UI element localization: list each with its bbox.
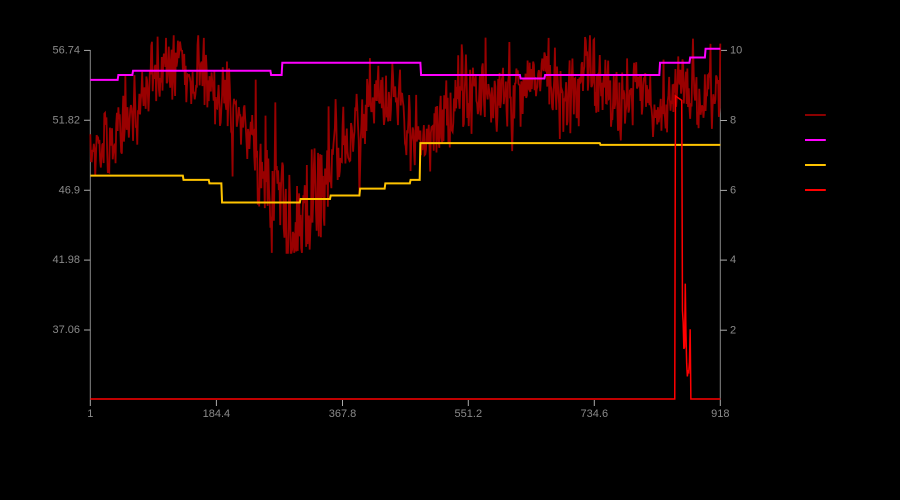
svg-text:56.74: 56.74 — [52, 45, 80, 57]
svg-text:6: 6 — [730, 185, 736, 197]
svg-text:4: 4 — [730, 254, 736, 266]
svg-text:184.4: 184.4 — [203, 408, 231, 420]
svg-text:10: 10 — [730, 45, 742, 57]
svg-text:918: 918 — [711, 408, 729, 420]
svg-text:1: 1 — [87, 408, 93, 420]
svg-text:734.6: 734.6 — [581, 408, 609, 420]
svg-text:46.9: 46.9 — [59, 184, 80, 196]
svg-text:551.2: 551.2 — [455, 408, 483, 420]
svg-text:41.98: 41.98 — [52, 254, 80, 266]
svg-text:51.82: 51.82 — [52, 114, 80, 126]
svg-text:367.8: 367.8 — [329, 408, 357, 420]
svg-text:37.06: 37.06 — [52, 324, 80, 336]
svg-text:8: 8 — [730, 115, 736, 127]
svg-text:2: 2 — [730, 324, 736, 336]
